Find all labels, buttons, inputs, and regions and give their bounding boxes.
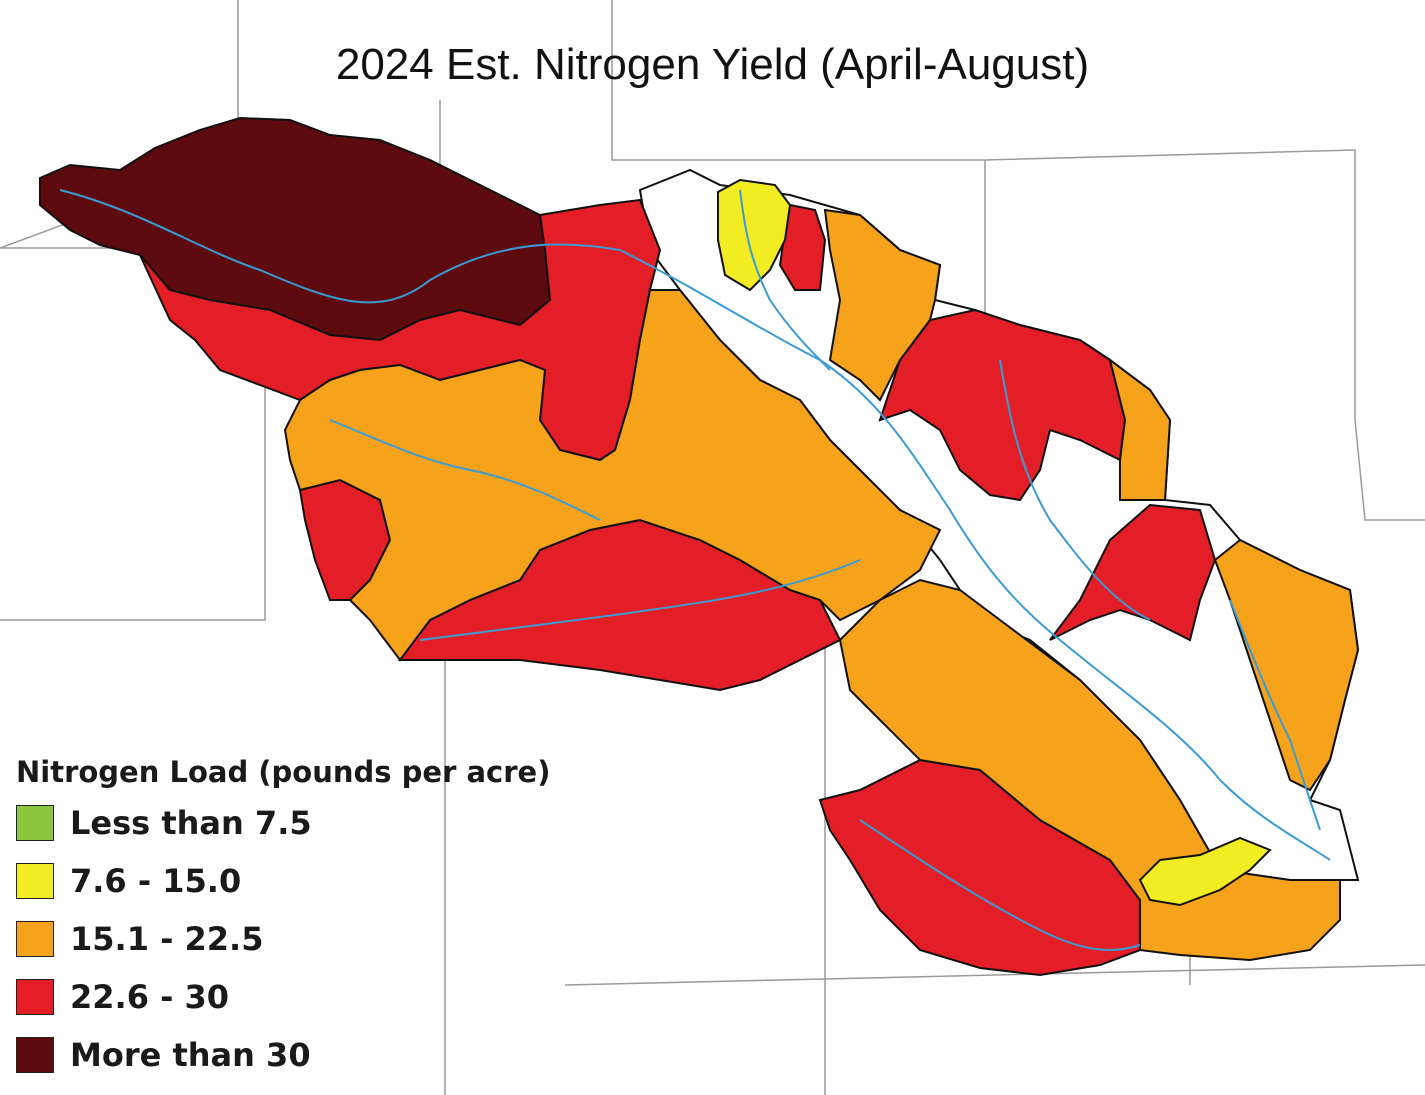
legend: Nitrogen Load (pounds per acre) Less tha… — [16, 755, 616, 1093]
legend-label: 7.6 - 15.0 — [70, 862, 242, 900]
legend-swatch — [16, 979, 54, 1015]
legend-label: 15.1 - 22.5 — [70, 920, 264, 958]
trib-southeast — [859, 819, 1141, 951]
legend-item: 22.6 - 30 — [16, 977, 616, 1017]
red-east-central — [878, 308, 1127, 502]
main-stream-north — [59, 189, 621, 304]
legend-item: More than 30 — [16, 1035, 616, 1075]
map-title: 2024 Est. Nitrogen Yield (April-August) — [335, 40, 1090, 89]
legend-swatch — [16, 863, 54, 899]
trib-east — [999, 359, 1151, 621]
legend-label: More than 30 — [70, 1036, 311, 1074]
legend-swatch — [16, 921, 54, 957]
dark-red-zone — [39, 116, 552, 342]
orange-north-strip — [823, 208, 942, 402]
yellow-zones — [717, 178, 1272, 907]
legend-title: Nitrogen Load (pounds per acre) — [16, 755, 551, 789]
orange-west-central — [283, 289, 942, 662]
legend-item: 7.6 - 15.0 — [16, 861, 616, 901]
yellow-north — [717, 178, 792, 292]
legend-swatch — [16, 1037, 54, 1073]
trib-north — [739, 189, 831, 371]
main-stream-central — [619, 249, 1331, 861]
legend-label: 22.6 - 30 — [70, 978, 230, 1016]
orange-east-strip — [1108, 357, 1172, 501]
trib-far-east — [1229, 599, 1321, 831]
yellow-south — [1138, 836, 1272, 907]
dark-red-northwest — [39, 116, 552, 342]
legend-item: Less than 7.5 — [16, 803, 616, 843]
legend-swatch — [16, 805, 54, 841]
legend-item: 15.1 - 22.5 — [16, 919, 616, 959]
orange-far-east — [1213, 538, 1360, 792]
trib-south — [419, 559, 861, 641]
trib-west — [329, 419, 601, 521]
red-zones — [139, 198, 1217, 977]
red-east-lower — [1049, 503, 1217, 642]
legend-label: Less than 7.5 — [70, 804, 312, 842]
streams — [59, 189, 1331, 951]
